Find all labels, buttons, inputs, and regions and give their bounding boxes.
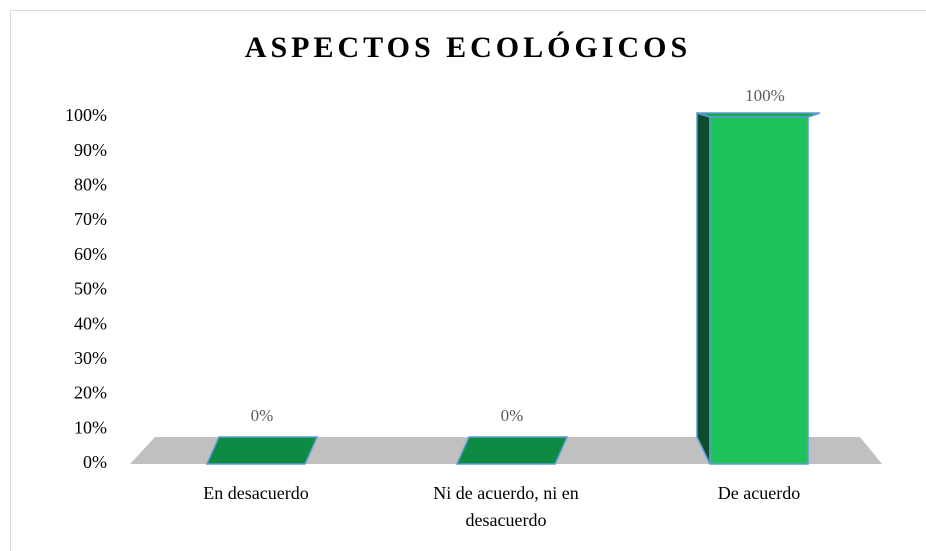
x-tick-label: En desacuerdo xyxy=(203,483,309,503)
y-tick-label: 70% xyxy=(74,209,107,229)
bar xyxy=(205,436,319,465)
y-tick-label: 100% xyxy=(65,105,107,125)
chart-border xyxy=(10,10,926,551)
x-tick-label: De acuerdo xyxy=(717,483,801,503)
y-tick-label: 20% xyxy=(74,383,107,403)
y-tick-label: 90% xyxy=(74,140,107,160)
bar xyxy=(455,436,569,465)
y-tick-label: 50% xyxy=(74,279,107,299)
data-label: 0% xyxy=(251,406,274,425)
x-tick-label: Ni de acuerdo, ni en desacuerdo xyxy=(433,483,579,530)
bar xyxy=(709,116,809,465)
y-tick-label: 0% xyxy=(83,452,107,472)
y-tick-label: 60% xyxy=(74,244,107,264)
data-label: 100% xyxy=(745,86,785,105)
y-tick-label: 10% xyxy=(74,417,107,437)
chart-title: ASPECTOS ECOLÓGICOS xyxy=(245,31,691,64)
y-tick-label: 80% xyxy=(74,175,107,195)
data-label: 0% xyxy=(501,406,524,425)
y-tick-label: 30% xyxy=(74,348,107,368)
y-tick-label: 40% xyxy=(74,313,107,333)
bar-side xyxy=(696,111,711,465)
